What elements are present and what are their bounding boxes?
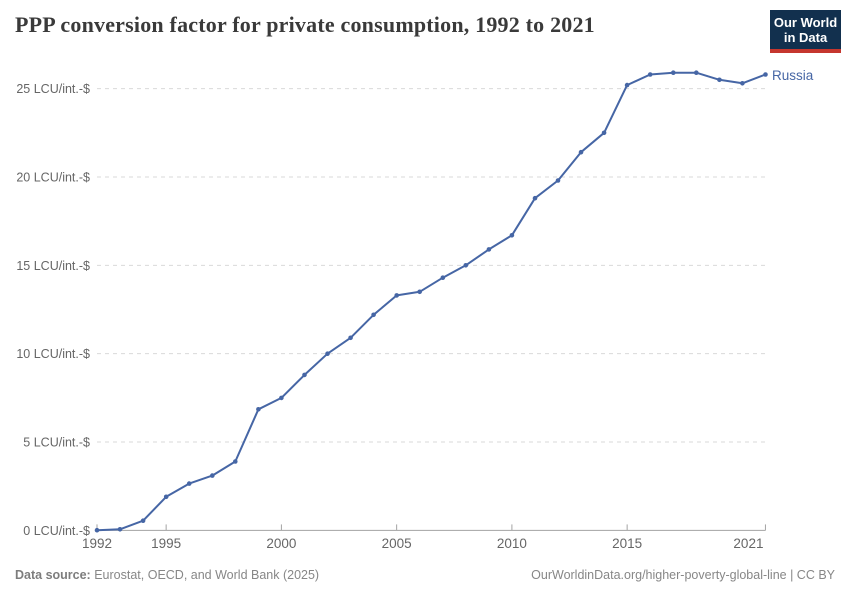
y-tick-label: 5 LCU/int.-$ <box>23 436 90 450</box>
data-point <box>601 130 607 136</box>
data-point <box>186 481 192 486</box>
data-point <box>486 247 492 252</box>
data-point <box>163 494 169 500</box>
data-point <box>256 407 261 412</box>
data-point <box>647 72 653 77</box>
x-tick-label: 2010 <box>497 536 527 551</box>
data-point <box>371 312 376 318</box>
data-source-text: Eurostat, OECD, and World Bank (2025) <box>94 568 320 582</box>
chart-footer: Data source: Eurostat, OECD, and World B… <box>0 568 850 592</box>
data-source-label: Data source: <box>15 568 91 582</box>
y-tick-label: 0 LCU/int.-$ <box>23 524 90 538</box>
data-point <box>555 178 561 183</box>
data-point <box>624 82 630 88</box>
series-label-russia: Russia <box>772 68 814 83</box>
data-point <box>325 351 330 357</box>
data-point <box>532 195 538 201</box>
y-tick-label: 10 LCU/int.-$ <box>16 347 90 361</box>
x-tick-label: 1992 <box>82 536 112 551</box>
x-tick-label: 2000 <box>266 536 296 551</box>
y-tick-label: 20 LCU/int.-$ <box>16 170 90 184</box>
footer-url-link[interactable]: OurWorldinData.org/higher-poverty-global… <box>531 568 835 582</box>
data-point <box>94 527 100 533</box>
x-tick-label: 2015 <box>612 536 642 551</box>
y-tick-label: 15 LCU/int.-$ <box>16 259 90 273</box>
data-point <box>140 518 146 523</box>
data-point <box>348 335 353 341</box>
owid-logo-line1: Our World <box>773 15 838 30</box>
data-point <box>117 527 123 532</box>
data-point <box>233 459 238 464</box>
data-point <box>417 289 423 295</box>
owid-logo-line2: in Data <box>783 30 828 45</box>
data-point <box>763 72 768 77</box>
y-tick-label: 25 LCU/int.-$ <box>16 82 90 96</box>
data-point <box>671 70 676 75</box>
data-point <box>210 473 215 478</box>
data-point <box>717 77 722 83</box>
x-tick-label: 2021 <box>733 536 763 551</box>
data-point <box>463 263 469 268</box>
data-point <box>578 149 584 155</box>
russia-line <box>96 71 767 532</box>
x-tick-label: 1995 <box>151 536 181 551</box>
data-point <box>740 81 745 86</box>
data-point <box>509 233 515 238</box>
owid-logo[interactable]: Our World in Data <box>770 10 841 53</box>
data-point <box>440 275 446 281</box>
data-source-note: Data source: Eurostat, OECD, and World B… <box>15 568 319 582</box>
x-tick-label: 2005 <box>382 536 412 551</box>
chart-title: PPP conversion factor for private consum… <box>15 12 595 37</box>
data-point <box>394 293 400 298</box>
data-point <box>279 395 284 401</box>
data-point <box>694 70 699 75</box>
data-point <box>302 372 307 378</box>
